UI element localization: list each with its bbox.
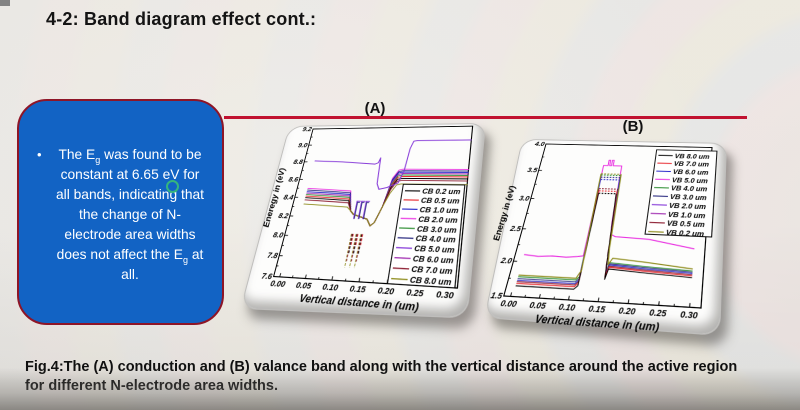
- svg-text:0.25: 0.25: [649, 309, 668, 320]
- svg-text:2.5: 2.5: [508, 225, 522, 233]
- svg-text:0.20: 0.20: [377, 288, 396, 298]
- svg-text:0.15: 0.15: [349, 286, 368, 296]
- svg-text:0.10: 0.10: [558, 303, 577, 313]
- svg-text:0.10: 0.10: [321, 284, 339, 294]
- svg-text:8.6: 8.6: [288, 177, 300, 184]
- svg-text:CB 4.0 um: CB 4.0 um: [415, 236, 456, 246]
- svg-text:9.0: 9.0: [297, 143, 309, 149]
- svg-text:8.4: 8.4: [282, 195, 294, 202]
- svg-text:0.00: 0.00: [269, 281, 287, 291]
- svg-text:2.0: 2.0: [498, 257, 513, 266]
- svg-text:VB 5.0 um: VB 5.0 um: [672, 177, 709, 185]
- svg-text:7.6: 7.6: [260, 273, 273, 282]
- svg-text:0.30: 0.30: [680, 311, 698, 322]
- svg-text:0.20: 0.20: [618, 307, 637, 317]
- svg-text:0.00: 0.00: [499, 300, 518, 310]
- svg-text:0.30: 0.30: [436, 291, 456, 302]
- svg-text:8.2: 8.2: [277, 213, 290, 221]
- svg-text:0.25: 0.25: [406, 289, 425, 299]
- svg-text:8.8: 8.8: [292, 160, 304, 167]
- svg-text:VB 8.0 um: VB 8.0 um: [674, 153, 710, 161]
- svg-text:CB 0.5 um: CB 0.5 um: [420, 198, 459, 207]
- svg-text:VB 6.0 um: VB 6.0 um: [672, 169, 708, 177]
- svg-text:CB 2.0 um: CB 2.0 um: [418, 216, 458, 225]
- svg-text:0.05: 0.05: [295, 282, 313, 292]
- svg-text:VB 7.0 um: VB 7.0 um: [673, 161, 709, 169]
- svg-text:CB 6.0 um: CB 6.0 um: [412, 256, 454, 267]
- svg-text:VB 1.0 um: VB 1.0 um: [668, 211, 706, 220]
- svg-text:VB 2.0 um: VB 2.0 um: [669, 202, 707, 211]
- svg-text:CB 0.2 um: CB 0.2 um: [422, 189, 461, 197]
- svg-text:CB 7.0 um: CB 7.0 um: [411, 266, 453, 277]
- svg-text:0.05: 0.05: [528, 302, 547, 312]
- svg-text:3.5: 3.5: [526, 167, 538, 174]
- svg-text:7.8: 7.8: [266, 252, 279, 261]
- svg-text:VB 3.0 um: VB 3.0 um: [670, 194, 708, 203]
- svg-text:CB 3.0 um: CB 3.0 um: [416, 226, 456, 236]
- svg-text:VB 0.2 um: VB 0.2 um: [665, 229, 704, 239]
- svg-text:4.0: 4.0: [533, 141, 546, 147]
- svg-text:CB 5.0 um: CB 5.0 um: [414, 246, 455, 256]
- svg-text:VB 0.5 um: VB 0.5 um: [666, 220, 705, 229]
- svg-text:Vertical distance in (um): Vertical distance in (um): [534, 312, 661, 334]
- svg-text:VB 4.0 um: VB 4.0 um: [671, 185, 708, 193]
- svg-text:0.15: 0.15: [587, 305, 606, 315]
- svg-text:9.2: 9.2: [302, 127, 314, 133]
- svg-text:8.0: 8.0: [272, 232, 285, 240]
- svg-text:3.0: 3.0: [518, 195, 530, 203]
- svg-text:1.5: 1.5: [489, 292, 503, 302]
- svg-text:CB 1.0 um: CB 1.0 um: [419, 207, 459, 216]
- svg-text:CB 8.0 um: CB 8.0 um: [409, 277, 451, 289]
